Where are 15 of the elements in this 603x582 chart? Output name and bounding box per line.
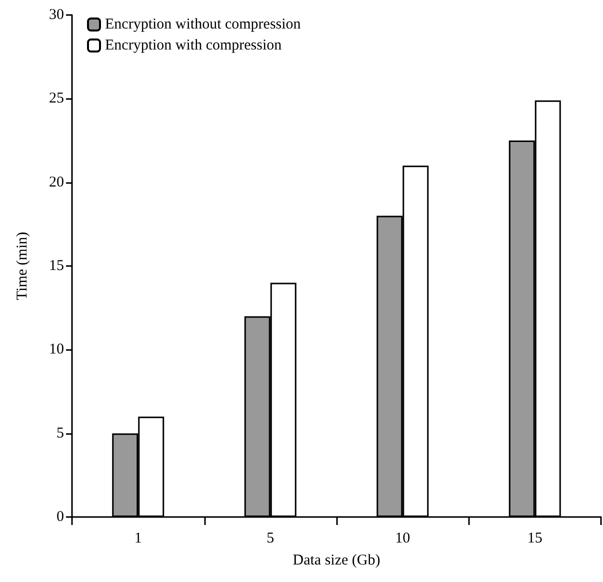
- legend-label: Encryption with compression: [105, 38, 282, 54]
- y-axis-title: Time (min): [14, 232, 30, 300]
- y-tick-label: 0: [56, 509, 64, 525]
- y-tick-label: 25: [49, 90, 64, 107]
- y-tick-label: 10: [49, 342, 64, 358]
- x-axis-title: Data size (Gb): [292, 552, 380, 568]
- y-tick-label: 30: [49, 7, 64, 23]
- x-tick-label: 1: [134, 530, 142, 546]
- y-tick-label: 5: [56, 425, 64, 442]
- y-tick-label: 20: [49, 174, 64, 190]
- x-tick-label: 10: [395, 530, 410, 546]
- x-tick-label: 15: [527, 530, 542, 546]
- legend-label: Encryption without compression: [105, 16, 302, 32]
- y-tick-label: 15: [49, 258, 64, 274]
- x-tick-label: 5: [266, 530, 274, 546]
